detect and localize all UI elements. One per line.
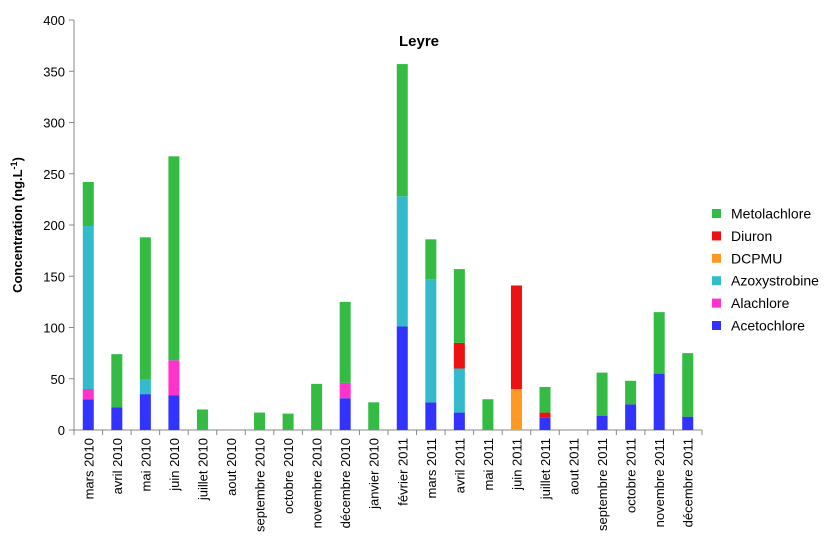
- legend-label: DCPMU: [731, 250, 782, 266]
- y-tick-label: 100: [43, 321, 65, 336]
- x-tick-label: mai 2010: [138, 438, 153, 491]
- y-tick-label: 250: [43, 167, 65, 182]
- bar-segment-metolachlore: [311, 383, 323, 430]
- bar-segment-acetochlore: [653, 373, 665, 430]
- bar-segment-azoxystrobine: [453, 368, 465, 413]
- x-tick-label: novembre 2010: [310, 438, 325, 528]
- bar-segment-metolachlore: [254, 412, 266, 430]
- bar-segment-acetochlore: [396, 326, 408, 430]
- bar-segment-azoxystrobine: [396, 196, 408, 327]
- y-tick-labels: 0 50 100 150 200 250 300 350 400: [43, 13, 65, 438]
- y-tick-label: 150: [43, 269, 65, 284]
- x-tick-label: aout 2010: [224, 438, 239, 496]
- x-tick-label: avril 2010: [110, 438, 125, 494]
- bar-segment-diuron: [453, 342, 465, 369]
- legend-swatch: [712, 209, 721, 218]
- bar-segment-metolachlore: [453, 269, 465, 343]
- bar-segment-azoxystrobine: [82, 226, 94, 389]
- bar-segment-acetochlore: [168, 395, 180, 430]
- x-tick-label: novembre 2011: [652, 438, 667, 527]
- legend-swatch: [712, 276, 721, 286]
- legend-label: Diuron: [731, 228, 772, 244]
- x-tick-label: janvier 2010: [367, 438, 382, 510]
- y-tick-label: 200: [43, 218, 65, 233]
- bar-segment-acetochlore: [682, 416, 694, 430]
- x-tick-label: juillet 2010: [195, 438, 210, 501]
- bar-segment-acetochlore: [453, 412, 465, 430]
- legend-swatch: [712, 298, 721, 308]
- bar-segment-alachlore: [339, 382, 351, 399]
- x-tick-label: juin 2010: [167, 438, 182, 492]
- bars-group: [82, 64, 694, 430]
- y-axis-title: Concentration (ng.L-1): [9, 157, 25, 293]
- bar-segment-azoxystrobine: [139, 379, 151, 395]
- bar-segment-azoxystrobine: [425, 279, 437, 403]
- legend-label: Azoxystrobine: [731, 273, 819, 289]
- y-tick-label: 50: [51, 372, 65, 387]
- y-tick-label: 350: [43, 64, 65, 79]
- x-tick-label: octobre 2011: [624, 438, 639, 513]
- legend-label: Alachlore: [731, 295, 790, 311]
- x-tick-label: septembre 2010: [253, 438, 268, 532]
- x-tick-label: juillet 2011: [538, 438, 553, 500]
- bar-segment-metolachlore: [425, 239, 437, 280]
- x-tick-label: septembre 2011: [595, 438, 610, 531]
- bar-segment-metolachlore: [625, 380, 637, 405]
- bar-segment-metolachlore: [168, 156, 180, 361]
- bar-segment-acetochlore: [82, 399, 94, 430]
- bar-segment-acetochlore: [539, 417, 551, 430]
- bar-segment-metolachlore: [396, 64, 408, 197]
- bar-segment-alachlore: [82, 389, 94, 400]
- x-tick-labels: mars 2010 avril 2010 mai 2010 juin 2010 juil…: [81, 438, 695, 532]
- bar-segment-metolachlore: [82, 181, 94, 227]
- bar-segment-acetochlore: [111, 407, 123, 430]
- bar-segment-metolachlore: [282, 413, 294, 430]
- bar-segment-acetochlore: [139, 394, 151, 430]
- bar-segment-acetochlore: [596, 415, 608, 430]
- x-tick-label: avril 2011: [452, 438, 467, 493]
- y-axis-title-suffix: ): [10, 157, 25, 161]
- bar-segment-metolachlore: [196, 409, 208, 430]
- legend: Metolachlore Diuron DCPMU Azoxystrobine Alac…: [712, 206, 819, 334]
- x-tick-label: mars 2011: [424, 438, 439, 498]
- bar-segment-metolachlore: [339, 301, 351, 383]
- bar-segment-metolachlore: [539, 386, 551, 413]
- x-tick-label: aout 2011: [567, 438, 582, 495]
- bar-segment-acetochlore: [425, 402, 437, 430]
- bar-segment-dcpmu: [510, 389, 522, 430]
- legend-swatch: [712, 321, 721, 330]
- legend-swatch: [712, 253, 721, 263]
- y-axis-title-superscript: -1: [9, 161, 19, 169]
- bar-segment-metolachlore: [596, 372, 608, 416]
- y-tick-label: 0: [58, 423, 65, 438]
- bar-segment-alachlore: [168, 360, 180, 396]
- bar-segment-metolachlore: [139, 237, 151, 380]
- bar-segment-metolachlore: [111, 354, 123, 408]
- x-tick-label: décembre 2010: [338, 438, 353, 528]
- x-tick-label: mai 2011: [481, 438, 496, 491]
- x-tick-label: février 2011: [395, 438, 410, 506]
- x-tick-label: mars 2010: [81, 438, 96, 499]
- bar-segment-diuron: [539, 412, 551, 418]
- legend-label: Acetochlore: [731, 318, 805, 334]
- x-tick-label: décembre 2011: [681, 438, 696, 527]
- y-tick-label: 300: [43, 116, 65, 131]
- chart-title: Leyre: [399, 33, 439, 50]
- bar-segment-metolachlore: [682, 353, 694, 417]
- y-tick-label: 400: [43, 13, 65, 28]
- bar-segment-acetochlore: [339, 398, 351, 430]
- y-axis-title-main: Concentration (ng.L: [10, 169, 25, 293]
- legend-label: Metolachlore: [731, 206, 811, 222]
- x-tick-label: juin 2011: [509, 438, 524, 491]
- bar-segment-metolachlore: [653, 312, 665, 374]
- x-tick-label: octobre 2010: [281, 438, 296, 514]
- bar-segment-diuron: [510, 285, 522, 389]
- bar-segment-metolachlore: [368, 402, 380, 430]
- bar-segment-acetochlore: [625, 404, 637, 430]
- legend-swatch: [712, 231, 721, 241]
- bar-segment-metolachlore: [482, 399, 494, 430]
